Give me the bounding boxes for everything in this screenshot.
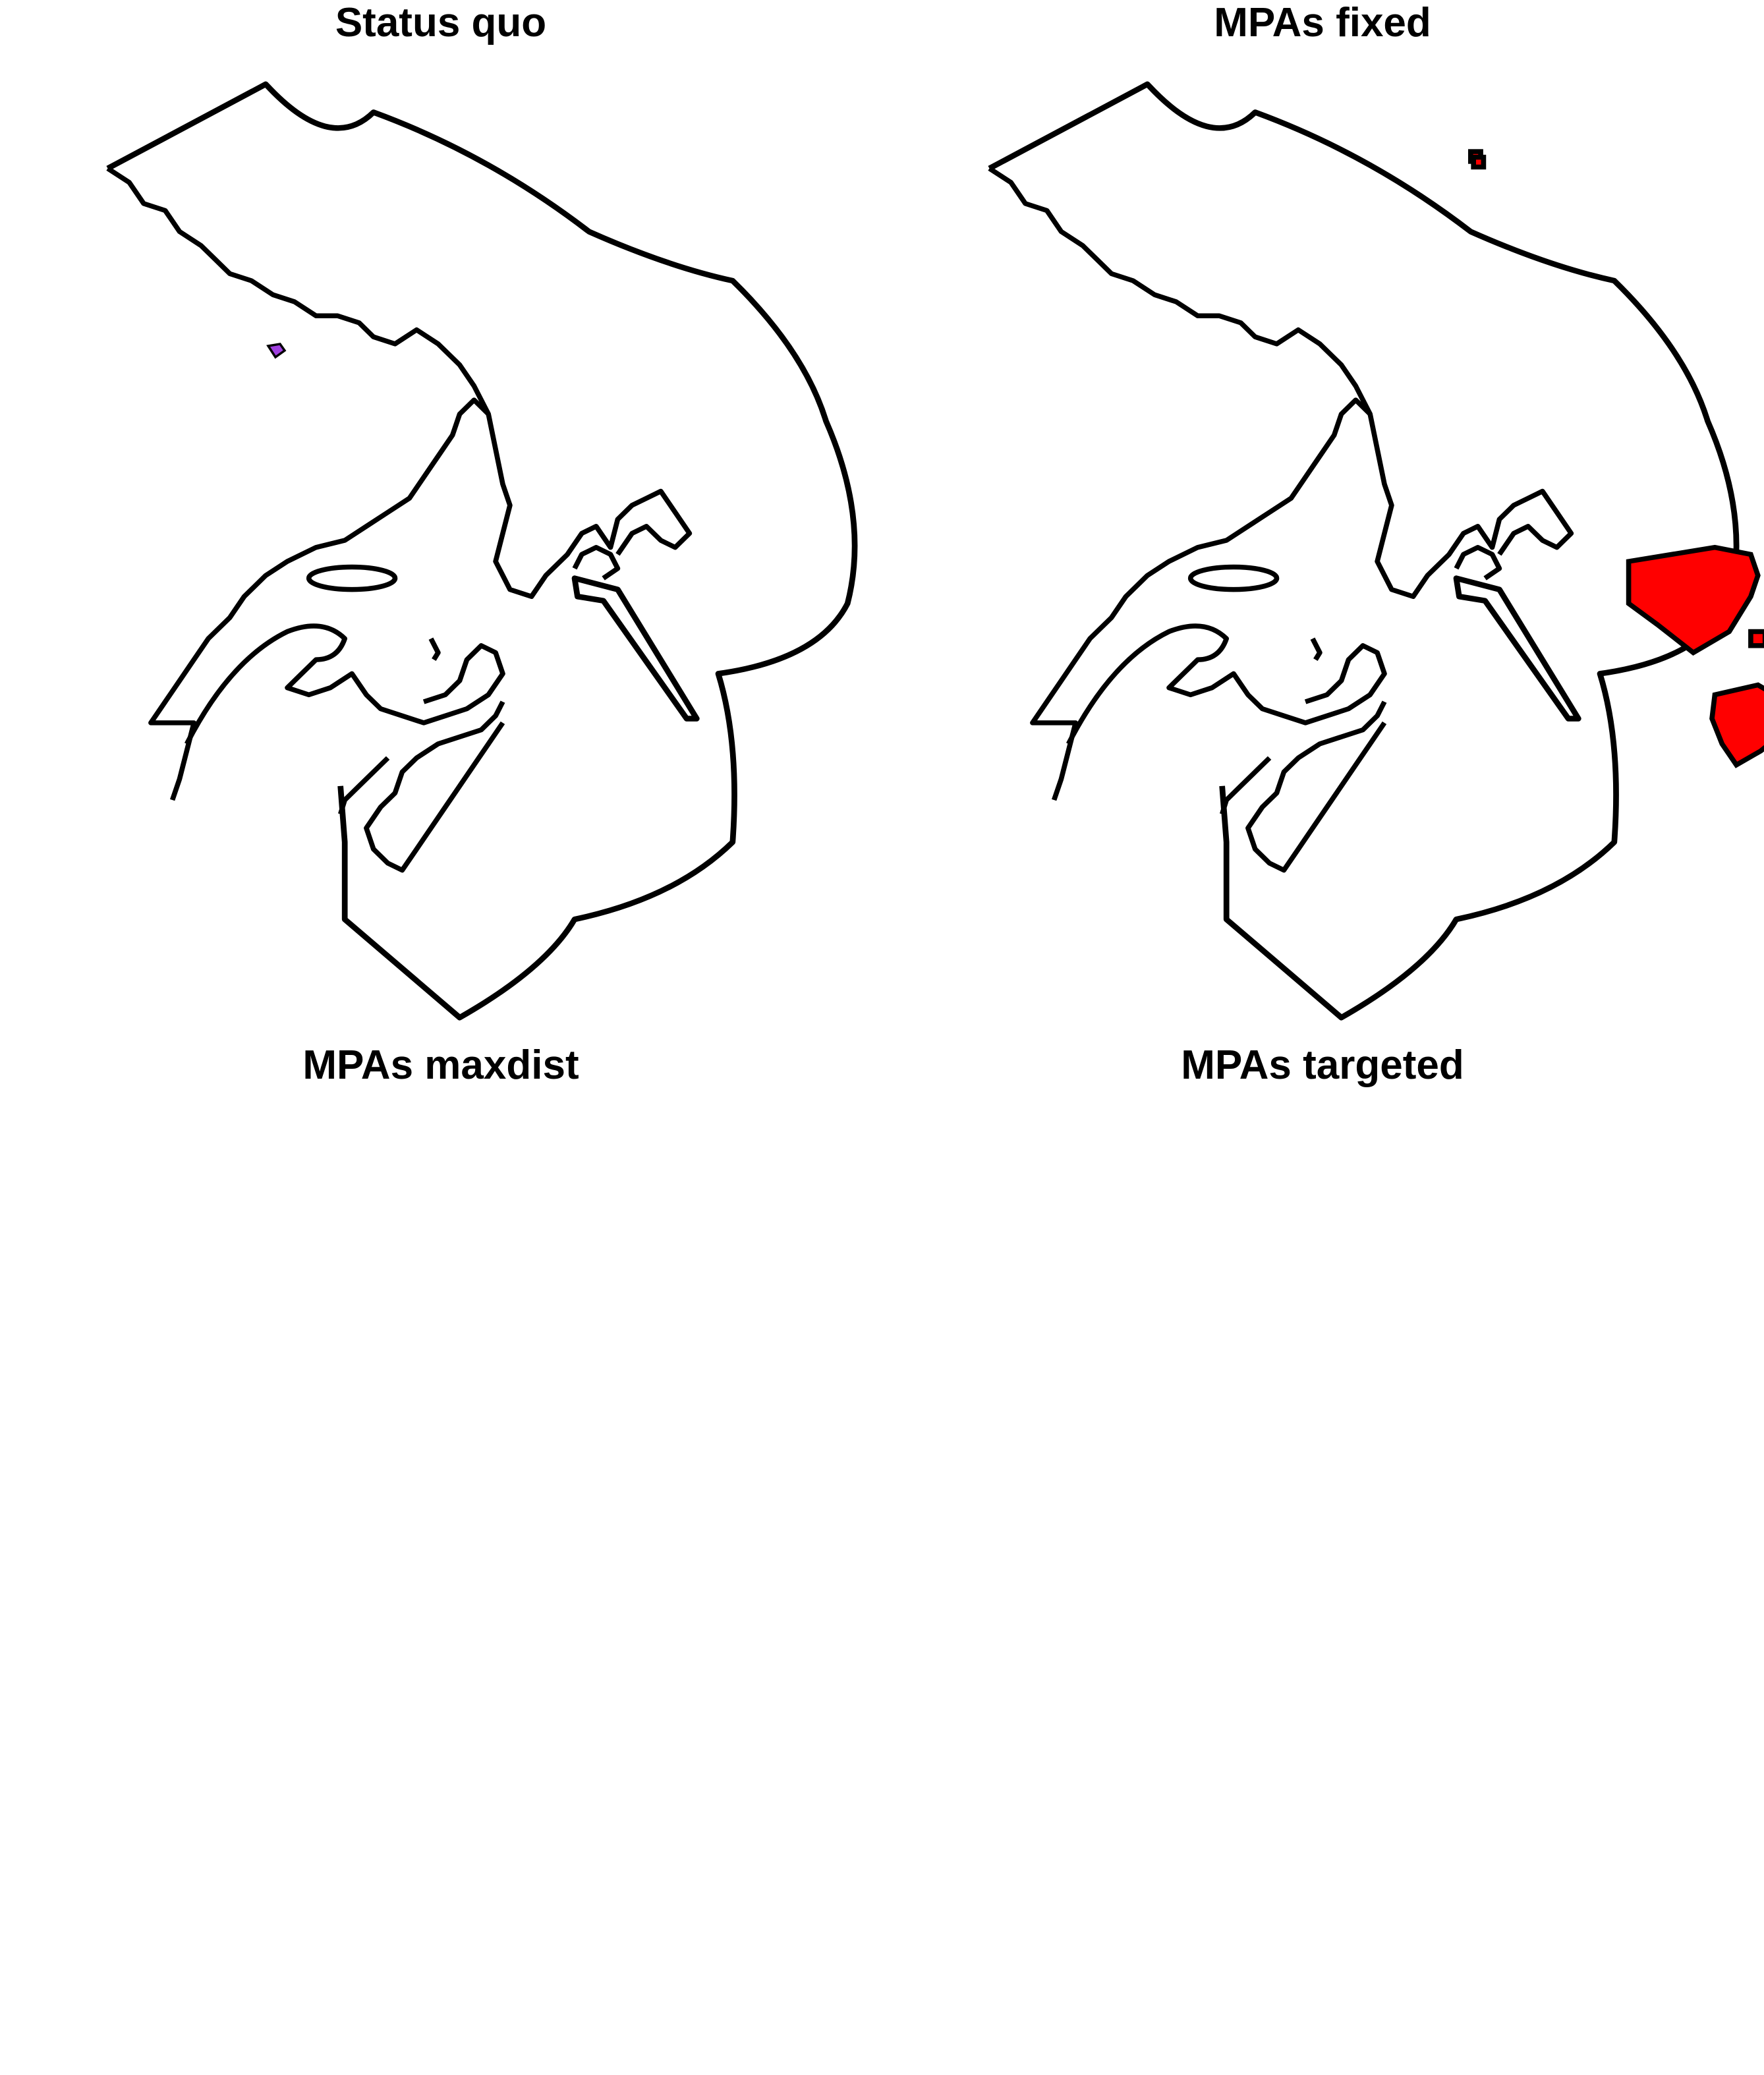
mpa-polygon	[266, 343, 287, 359]
panel-status-quo: Status quo	[0, 0, 882, 1037]
mpa-polygon	[1748, 629, 1764, 648]
panel-title: MPAs maxdist	[302, 1042, 579, 1088]
panel-mpas-targeted: MPAs targeted	[882, 1037, 1763, 2074]
map	[882, 0, 1764, 1037]
mpa-polygon	[1471, 154, 1487, 170]
panel-title: MPAs fixed	[1214, 0, 1431, 45]
mpa-polygon	[1626, 544, 1761, 656]
map	[0, 0, 882, 1037]
panel-mpas-maxdist: MPAs maxdist	[0, 1037, 882, 2074]
panel-title: MPAs targeted	[1181, 1042, 1464, 1088]
mpa-polygon	[1709, 682, 1764, 768]
panel-title: Status quo	[335, 0, 547, 45]
map	[882, 1037, 1763, 2074]
panel-mpas-fixed: MPAs fixed	[882, 0, 1764, 1037]
map	[0, 1037, 882, 2074]
